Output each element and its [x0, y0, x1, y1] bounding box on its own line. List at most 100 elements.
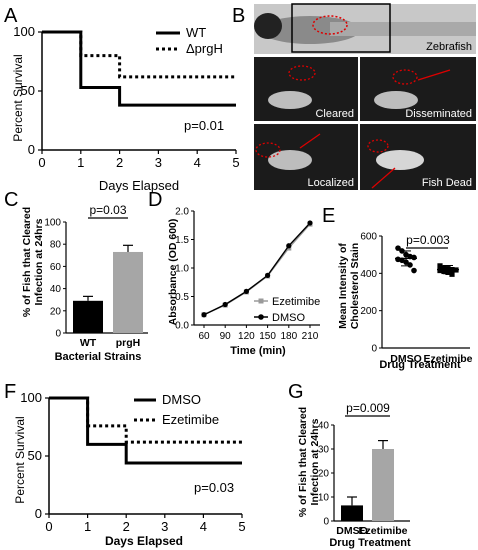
f-pvalue: p=0.03 [194, 480, 234, 495]
e-xlabel: Drug Treatment [379, 359, 461, 371]
c-y-tick-label: 100 [44, 218, 61, 229]
tile-fish-dead-arrow [371, 167, 396, 189]
d-x-tick-label: 120 [238, 331, 255, 342]
e-category-label: Ezetimibe [423, 353, 472, 365]
c-y-tick-label: 40 [50, 284, 62, 295]
tile-localized-arrow [299, 133, 321, 149]
c-y-tick-label: 80 [50, 240, 62, 251]
d-x-tick-label: 90 [220, 331, 232, 342]
c-bar-prgh [113, 251, 143, 333]
c-y-tick-label: 20 [50, 306, 62, 317]
f-y-tick-label: 100 [20, 390, 42, 405]
a-pvalue: p=0.01 [184, 118, 224, 133]
panel-letter-g: G [288, 381, 304, 403]
f-x-tick-label: 1 [84, 519, 91, 534]
d-point-dmso [222, 301, 228, 308]
tile-disseminated-outline [392, 69, 418, 85]
e-ylabel-line1: Mean Intensity of [337, 243, 349, 329]
f-x-tick-label: 5 [238, 519, 245, 534]
f-x-tick-label: 3 [161, 519, 168, 534]
a-x-tick-label: 1 [77, 155, 84, 170]
d-legend-dmso: DMSO [272, 312, 305, 324]
tile-cleared [254, 57, 358, 121]
g-ylabel-line1: % of Fish that Cleared [297, 407, 309, 517]
a-ylabel: Percent Survival [11, 54, 25, 141]
g-bar-ezetimibe [372, 449, 394, 521]
f-y-tick-label: 0 [35, 506, 42, 521]
c-xlabel: Bacterial Strains [55, 351, 142, 363]
d-x-tick-label: 150 [259, 331, 276, 342]
d-x-tick-label: 60 [198, 331, 210, 342]
f-series-1-line [49, 396, 242, 444]
a-x-tick-label: 0 [38, 155, 45, 170]
d-x-tick-label: 210 [302, 331, 319, 342]
tile-localized-label: Localized [308, 177, 354, 189]
d-y-tick-label: 2.0 [175, 207, 189, 218]
g-pvalue: p=0.009 [346, 401, 390, 415]
d-y-tick-label: 0.0 [175, 321, 189, 332]
e-y-tick-label: 200 [360, 306, 377, 317]
c-ylabel-line2: Infection at 24hrs [33, 218, 45, 305]
tile-cleared-yolk [268, 91, 312, 109]
e-point-ezetimibe [441, 268, 447, 275]
a-series-1-line [42, 30, 236, 79]
zebrafish-label: Zebrafish [426, 41, 472, 53]
f-y-tick-label: 50 [28, 448, 42, 463]
e-y-tick-label: 400 [360, 269, 377, 280]
e-pvalue: p=0.003 [406, 233, 450, 247]
g-y-tick-label: 30 [318, 445, 330, 456]
a-legend-wt: WT [186, 25, 206, 40]
e-point-dmso [411, 267, 417, 274]
a-xlabel: Days Elapsed [99, 178, 179, 193]
c-pvalue: p=0.03 [89, 203, 126, 217]
d-point-dmso [243, 288, 249, 294]
e-point-dmso [395, 245, 401, 251]
c-y-tick-label: 0 [55, 329, 61, 340]
zebrafish-tail [330, 22, 476, 36]
a-x-tick-label: 4 [194, 155, 201, 170]
a-x-tick-label: 2 [116, 155, 123, 170]
e-ylabel-line2: Cholesterol Stain [349, 243, 361, 329]
d-legend-ezetimibe-marker [258, 298, 264, 304]
d-series-1-line [203, 222, 311, 316]
d-xlabel: Time (min) [230, 345, 286, 357]
c-bar-wt [73, 300, 103, 333]
d-y-tick-label: 1.0 [175, 264, 189, 275]
panel-letter-b: B [232, 5, 245, 27]
tile-localized-outline [255, 142, 281, 158]
d-y-tick-label: 1.5 [175, 235, 189, 246]
f-legend-ezetimibe: Ezetimibe [162, 412, 219, 427]
a-y-tick-label: 100 [13, 24, 35, 39]
e-y-tick-label: 600 [360, 232, 377, 243]
f-x-tick-label: 4 [200, 519, 207, 534]
tile-localized-yolk [268, 150, 312, 170]
zebrafish-eye [254, 13, 282, 39]
e-point-ezetimibe [449, 271, 455, 277]
a-y-tick-label: 50 [21, 83, 35, 98]
f-x-tick-label: 0 [45, 519, 52, 534]
tile-cleared-label: Cleared [315, 108, 354, 120]
e-y-tick-label: 0 [371, 344, 377, 355]
g-y-tick-label: 20 [318, 469, 330, 480]
d-ylabel: Absorbance (OD 600) [167, 219, 179, 326]
tile-fish-dead-outline [367, 139, 389, 153]
g-y-tick-label: 10 [318, 493, 330, 504]
tile-disseminated-label: Disseminated [405, 108, 472, 120]
d-point-dmso [286, 243, 292, 249]
e-category-label: DMSO [390, 353, 422, 365]
e-point-dmso [407, 262, 413, 268]
a-x-tick-label: 5 [232, 155, 239, 170]
d-point-dmso [265, 272, 271, 279]
e-point-dmso [411, 254, 417, 261]
infection-site-outline [312, 15, 348, 35]
panel-letter-f: F [4, 381, 16, 403]
d-y-tick-label: 0.5 [175, 292, 189, 303]
tile-disseminated-arrow [417, 69, 451, 81]
d-legend-dmso-marker [258, 314, 264, 320]
e-point-ezetimibe [441, 265, 447, 271]
tile-fish-dead-label: Fish Dead [422, 177, 472, 189]
c-ylabel-line1: % of Fish that Cleared [21, 207, 33, 317]
f-legend-dmso: DMSO [162, 392, 201, 407]
g-bar-dmso [341, 505, 363, 521]
